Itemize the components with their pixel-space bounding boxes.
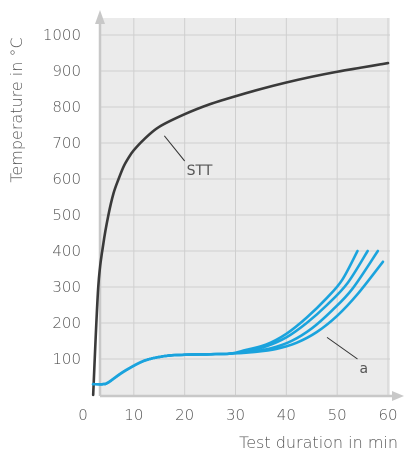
series-lines xyxy=(91,61,390,397)
grid xyxy=(100,18,390,396)
y-tick-label: 800 xyxy=(52,98,81,116)
x-tick-label: 0 xyxy=(78,406,88,424)
x-tick-label: 60 xyxy=(378,406,397,424)
x-tick-label: 30 xyxy=(226,406,245,424)
annotation-label-a: a xyxy=(360,361,369,377)
y-axis-arrow xyxy=(95,10,105,24)
y-tick-label: 100 xyxy=(52,350,81,368)
series-line-stt xyxy=(91,61,390,397)
axes xyxy=(95,10,404,401)
y-axis-label: Temperature in °C xyxy=(7,37,26,182)
x-axis-label: Test duration in min xyxy=(239,433,398,452)
plot-area xyxy=(100,18,390,396)
y-tick-label: 400 xyxy=(52,242,81,260)
series-line-a xyxy=(91,260,385,386)
annotations: STT a xyxy=(163,135,369,377)
x-tick-label: 10 xyxy=(124,406,143,424)
y-tick-label: 900 xyxy=(52,62,81,80)
annotation-leader xyxy=(326,336,358,360)
y-tick-label: 700 xyxy=(52,134,81,152)
x-tick-label: 50 xyxy=(328,406,347,424)
x-tick-label: 40 xyxy=(277,406,296,424)
tick-labels: 100 200 300 400 500 600 700 800 900 1000 0 10 20 30 40… xyxy=(43,26,398,424)
annotation-leader xyxy=(163,135,186,162)
y-tick-label: 600 xyxy=(52,170,81,188)
annotation-label-stt: STT xyxy=(187,163,213,179)
x-axis-arrow xyxy=(392,391,404,401)
x-tick-label: 20 xyxy=(175,406,194,424)
y-tick-label: 300 xyxy=(52,278,81,296)
y-tick-label: 1000 xyxy=(43,26,81,44)
y-tick-label: 500 xyxy=(52,206,81,224)
y-tick-label: 200 xyxy=(52,314,81,332)
